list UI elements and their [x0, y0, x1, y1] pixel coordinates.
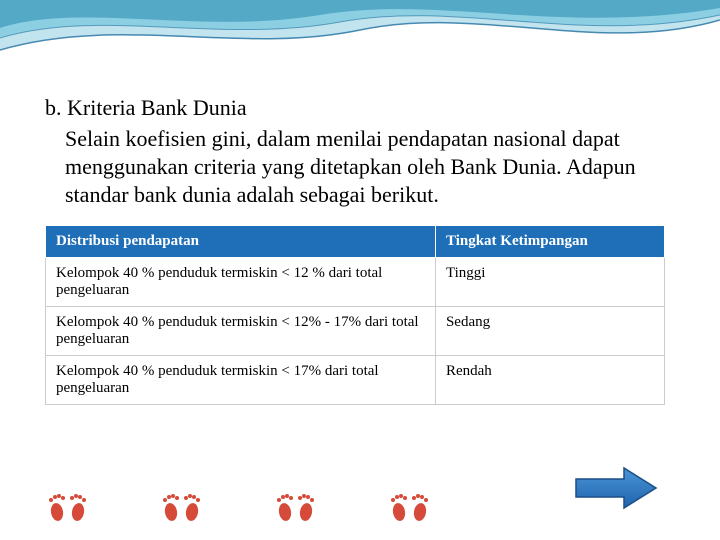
footprint-pair: [276, 490, 320, 522]
arrow-right-icon: [572, 466, 660, 510]
table-cell: Kelompok 40 % penduduk termiskin < 12 % …: [46, 258, 436, 307]
slide-content: b. Kriteria Bank Dunia Selain koefisien …: [0, 0, 720, 405]
footprint-pair: [390, 490, 434, 522]
table-cell: Sedang: [435, 307, 664, 356]
body-paragraph: Selain koefisien gini, dalam menilai pen…: [65, 125, 675, 209]
table-header: Tingkat Ketimpangan: [435, 226, 664, 258]
table-cell: Kelompok 40 % penduduk termiskin < 12% -…: [46, 307, 436, 356]
table-row: Kelompok 40 % penduduk termiskin < 12 % …: [46, 258, 665, 307]
footprint-pair: [48, 490, 92, 522]
footprint-pair: [162, 490, 206, 522]
next-arrow-button[interactable]: [572, 466, 660, 510]
criteria-table: Distribusi pendapatan Tingkat Ketimpanga…: [45, 225, 665, 405]
footprint-decoration: [48, 490, 434, 522]
table-cell: Tinggi: [435, 258, 664, 307]
table-row: Kelompok 40 % penduduk termiskin < 12% -…: [46, 307, 665, 356]
table-cell: Rendah: [435, 356, 664, 405]
table-cell: Kelompok 40 % penduduk termiskin < 17% d…: [46, 356, 436, 405]
table-row: Kelompok 40 % penduduk termiskin < 17% d…: [46, 356, 665, 405]
section-heading: b. Kriteria Bank Dunia: [45, 95, 675, 121]
table-header: Distribusi pendapatan: [46, 226, 436, 258]
